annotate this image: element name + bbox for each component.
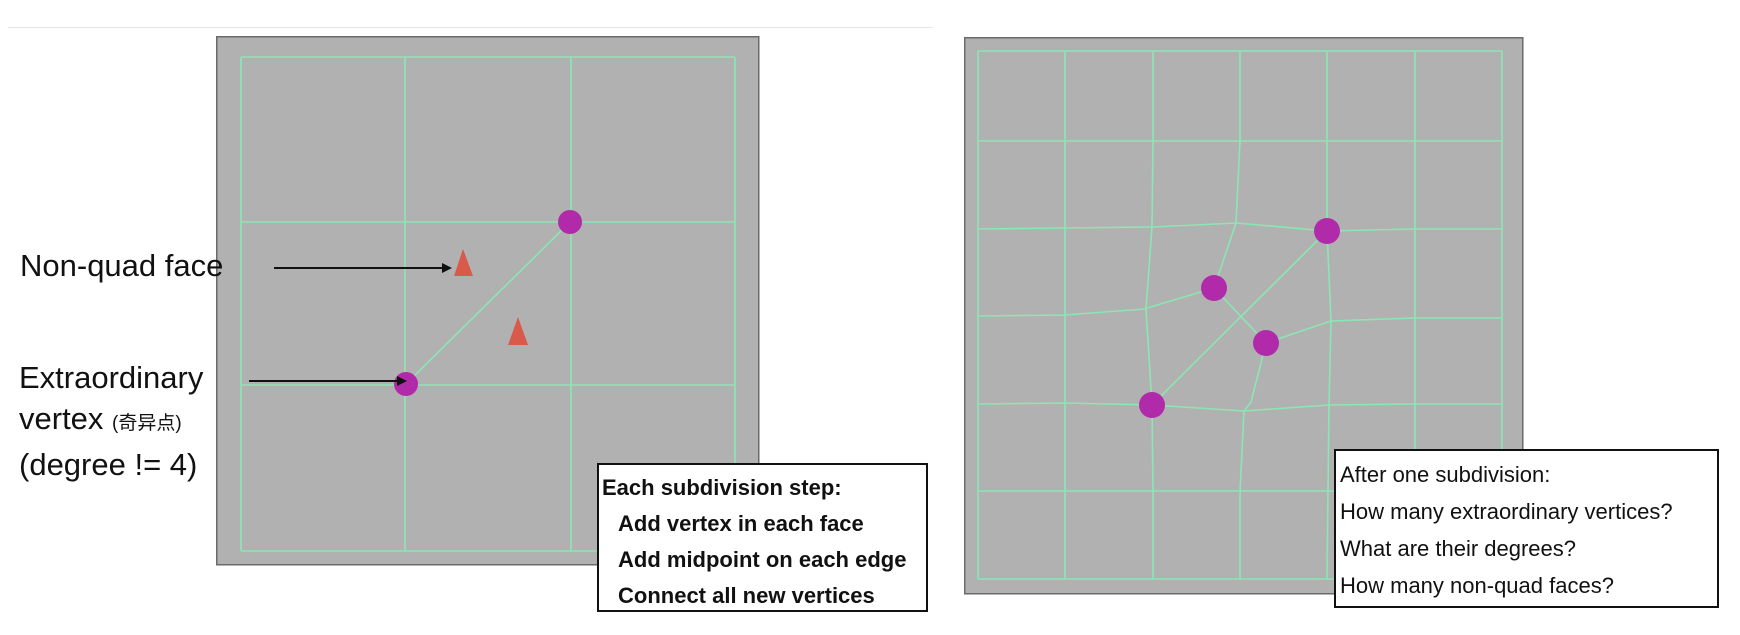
extraordinary-label-line1: Extraordinary [19, 360, 204, 395]
mesh-diagonal-edge [1151, 230, 1328, 406]
question-line: How many extraordinary vertices? [1340, 499, 1673, 524]
mesh-edge [977, 287, 1215, 317]
extraordinary-vertex [1314, 218, 1340, 244]
extraordinary-vertex [558, 210, 582, 234]
mesh-edge [1213, 51, 1241, 289]
mesh-diagonal-edge [405, 221, 571, 385]
mesh-edge [1326, 51, 1332, 580]
subdivision-step: Add vertex in each face [618, 511, 864, 536]
mesh-edge [1239, 342, 1267, 579]
subdivision-step: Connect all new vertices [618, 583, 875, 608]
question-line: How many non-quad faces? [1340, 573, 1614, 598]
top-divider [8, 27, 933, 28]
extraordinary-label-line3: (degree != 4) [19, 447, 198, 482]
extraordinary-label-chinese: (奇异点) [112, 413, 182, 434]
non-quad-face-marker [508, 317, 528, 345]
subdivision-steps-box: Each subdivision step: Add vertex in eac… [597, 463, 928, 612]
extraordinary-label-line2: vertex (奇异点) [19, 398, 203, 444]
mesh-edge [1145, 51, 1154, 579]
question-line: After one subdivision: [1340, 462, 1551, 487]
non-quad-face-label: Non-quad face [20, 248, 224, 283]
extraordinary-vertex [1201, 275, 1227, 301]
extraordinary-vertex-label: Extraordinary vertex (奇异点) (degree != 4) [19, 357, 203, 485]
annotation-arrows [249, 263, 452, 386]
extraordinary-label-vertex: vertex [19, 401, 104, 436]
extraordinary-vertex [1139, 392, 1165, 418]
non-quad-face-marker [454, 249, 473, 276]
mesh-edge [1265, 317, 1502, 344]
extraordinary-vertex [1253, 330, 1279, 356]
subdivision-step: Add midpoint on each edge [618, 547, 907, 572]
question-line: What are their degrees? [1340, 536, 1577, 561]
non-quad-face-arrow [274, 263, 452, 273]
subdivision-questions-box: After one subdivision: How many extraord… [1334, 449, 1719, 608]
subdivision-steps-title: Each subdivision step: [602, 475, 842, 500]
extraordinary-vertex-arrow [249, 376, 407, 386]
